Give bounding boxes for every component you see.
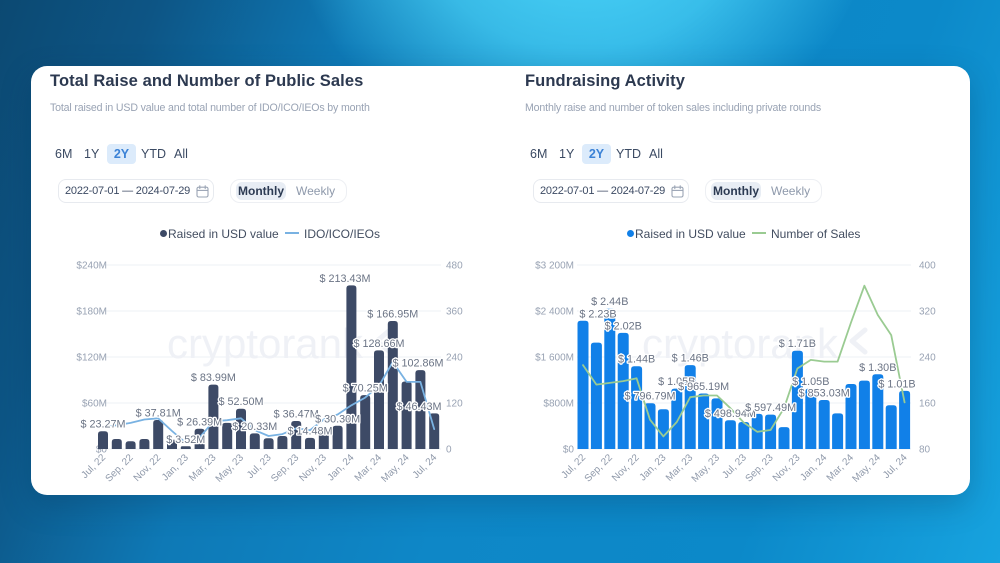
svg-text:Nov, 23: Nov, 23 bbox=[297, 452, 329, 484]
svg-text:Nov, 22: Nov, 22 bbox=[132, 452, 164, 484]
svg-text:$0: $0 bbox=[96, 445, 108, 456]
svg-text:480: 480 bbox=[446, 261, 463, 272]
svg-text:$240M: $240M bbox=[76, 261, 107, 272]
svg-text:Jan, 24: Jan, 24 bbox=[326, 452, 357, 483]
svg-text:160: 160 bbox=[919, 399, 936, 410]
svg-text:Jul, 24: Jul, 24 bbox=[411, 452, 440, 481]
svg-text:May, 23: May, 23 bbox=[690, 452, 723, 485]
svg-text:$ 2.02B: $ 2.02B bbox=[605, 320, 642, 332]
svg-text:$ 1.71B: $ 1.71B bbox=[779, 338, 816, 350]
svg-text:Jul, 24: Jul, 24 bbox=[881, 452, 910, 481]
svg-text:$ 965.19M: $ 965.19M bbox=[678, 381, 729, 393]
svg-text:Sep, 23: Sep, 23 bbox=[744, 452, 776, 484]
svg-text:$ 26.39M: $ 26.39M bbox=[177, 416, 222, 428]
svg-text:Jan, 24: Jan, 24 bbox=[798, 452, 829, 483]
svg-text:$ 20.33M: $ 20.33M bbox=[232, 421, 277, 433]
svg-text:$ 2.44B: $ 2.44B bbox=[591, 296, 628, 308]
svg-text:240: 240 bbox=[446, 353, 463, 364]
svg-text:$ 102.86M: $ 102.86M bbox=[392, 358, 443, 370]
svg-text:$ 597.49M: $ 597.49M bbox=[745, 402, 796, 414]
svg-text:0: 0 bbox=[446, 445, 452, 456]
svg-text:$ 2.23B: $ 2.23B bbox=[579, 308, 616, 320]
svg-text:$180M: $180M bbox=[76, 307, 107, 318]
svg-text:$1 600M: $1 600M bbox=[535, 353, 574, 364]
svg-text:cryptorank: cryptorank bbox=[642, 320, 839, 367]
svg-text:Mar, 23: Mar, 23 bbox=[187, 452, 219, 484]
svg-text:$ 3.52M: $ 3.52M bbox=[166, 434, 205, 446]
svg-text:$ 23.27M: $ 23.27M bbox=[80, 419, 125, 431]
svg-text:Sep, 22: Sep, 22 bbox=[583, 452, 615, 484]
svg-text:$ 52.50M: $ 52.50M bbox=[218, 396, 263, 408]
svg-text:$ 37.81M: $ 37.81M bbox=[136, 408, 181, 420]
svg-text:$ 14.48M: $ 14.48M bbox=[287, 425, 332, 437]
svg-text:$ 853.03M: $ 853.03M bbox=[799, 388, 850, 400]
svg-text:$ 498.94M: $ 498.94M bbox=[705, 408, 756, 420]
svg-text:360: 360 bbox=[446, 307, 463, 318]
svg-text:$3 200M: $3 200M bbox=[535, 261, 574, 272]
svg-text:$ 166.95M: $ 166.95M bbox=[367, 309, 418, 321]
svg-text:$ 83.99M: $ 83.99M bbox=[191, 372, 236, 384]
svg-text:$0: $0 bbox=[563, 445, 575, 456]
svg-text:cryptorank: cryptorank bbox=[167, 320, 364, 367]
svg-text:$ 213.43M: $ 213.43M bbox=[319, 273, 370, 285]
svg-text:400: 400 bbox=[919, 261, 936, 272]
svg-text:$ 1.01B: $ 1.01B bbox=[878, 378, 915, 390]
svg-text:320: 320 bbox=[919, 307, 936, 318]
svg-text:Sep, 22: Sep, 22 bbox=[104, 452, 136, 484]
svg-text:80: 80 bbox=[919, 445, 931, 456]
svg-text:$ 46.43M: $ 46.43M bbox=[396, 401, 441, 413]
svg-text:Mar, 24: Mar, 24 bbox=[353, 452, 385, 484]
svg-text:$ 1.30B: $ 1.30B bbox=[859, 362, 896, 374]
svg-text:$ 30.30M: $ 30.30M bbox=[315, 413, 360, 425]
svg-text:240: 240 bbox=[919, 353, 936, 364]
svg-text:Sep, 23: Sep, 23 bbox=[269, 452, 301, 484]
svg-text:Nov, 23: Nov, 23 bbox=[771, 452, 803, 484]
svg-text:$ 1.05B: $ 1.05B bbox=[792, 376, 829, 388]
svg-text:Jan, 23: Jan, 23 bbox=[160, 452, 191, 483]
svg-text:May, 24: May, 24 bbox=[379, 452, 412, 485]
svg-text:$ 36.47M: $ 36.47M bbox=[274, 409, 319, 421]
svg-text:$ 1.05B: $ 1.05B bbox=[658, 376, 695, 388]
svg-text:Nov, 22: Nov, 22 bbox=[610, 452, 642, 484]
svg-text:$800M: $800M bbox=[543, 399, 574, 410]
svg-text:$120M: $120M bbox=[76, 353, 107, 364]
svg-text:120: 120 bbox=[446, 399, 463, 410]
svg-text:$ 1.44B: $ 1.44B bbox=[618, 354, 655, 366]
svg-text:$2 400M: $2 400M bbox=[535, 307, 574, 318]
svg-text:Jan, 23: Jan, 23 bbox=[638, 452, 669, 483]
svg-text:$60M: $60M bbox=[82, 399, 107, 410]
svg-text:$ 128.66M: $ 128.66M bbox=[353, 338, 404, 350]
svg-text:May, 23: May, 23 bbox=[214, 452, 247, 485]
svg-text:$ 796.79M: $ 796.79M bbox=[624, 391, 675, 403]
svg-text:May, 24: May, 24 bbox=[851, 452, 884, 485]
svg-text:$ 70.25M: $ 70.25M bbox=[343, 383, 388, 395]
svg-text:$ 1.46B: $ 1.46B bbox=[672, 353, 709, 365]
